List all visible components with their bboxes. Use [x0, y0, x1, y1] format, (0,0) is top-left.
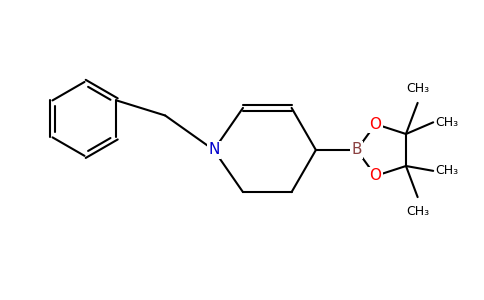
Text: CH₃: CH₃ — [406, 82, 429, 95]
Text: B: B — [351, 142, 362, 158]
Text: O: O — [369, 117, 381, 132]
Text: N: N — [208, 142, 219, 158]
Text: O: O — [369, 168, 381, 183]
Text: CH₃: CH₃ — [435, 164, 458, 177]
Text: CH₃: CH₃ — [435, 116, 458, 129]
Text: CH₃: CH₃ — [406, 205, 429, 218]
